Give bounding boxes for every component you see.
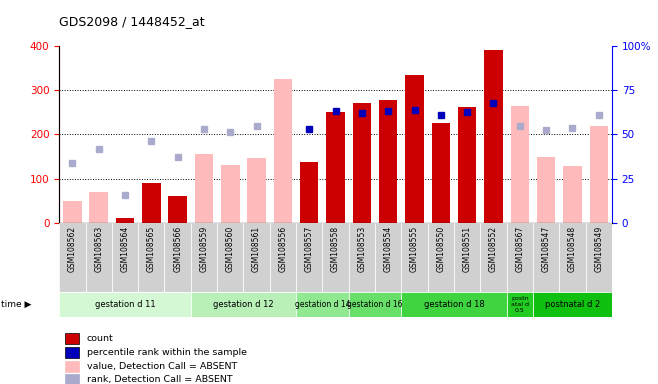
Text: GSM108565: GSM108565	[147, 226, 156, 272]
Bar	[64, 333, 78, 344]
Bar	[533, 292, 612, 317]
Bar	[586, 223, 612, 292]
Bar	[296, 223, 322, 292]
Text: GSM108563: GSM108563	[94, 226, 103, 272]
Bar	[537, 157, 555, 223]
Bar	[405, 75, 424, 223]
Text: GDS2098 / 1448452_at: GDS2098 / 1448452_at	[59, 15, 205, 28]
Bar	[458, 107, 476, 223]
Bar	[454, 223, 480, 292]
Text: postnatal d 2: postnatal d 2	[545, 300, 600, 309]
Bar	[480, 223, 507, 292]
Bar	[217, 223, 243, 292]
Text: GSM108548: GSM108548	[568, 226, 577, 272]
Bar	[168, 196, 187, 223]
Text: GSM108562: GSM108562	[68, 226, 77, 272]
Text: gestation d 11: gestation d 11	[95, 300, 155, 309]
Text: GSM108554: GSM108554	[384, 226, 393, 272]
Bar	[507, 292, 533, 317]
Text: postn
atal d
0.5: postn atal d 0.5	[511, 296, 529, 313]
Bar	[326, 112, 345, 223]
Bar	[379, 100, 397, 223]
Bar	[511, 106, 529, 223]
Text: GSM108551: GSM108551	[463, 226, 472, 272]
Bar	[195, 154, 213, 223]
Bar	[64, 374, 78, 384]
Text: GSM108566: GSM108566	[173, 226, 182, 272]
Bar	[353, 104, 371, 223]
Text: GSM108557: GSM108557	[305, 226, 314, 272]
Bar	[64, 347, 78, 358]
Bar	[349, 292, 401, 317]
Bar	[484, 50, 503, 223]
Text: GSM108547: GSM108547	[542, 226, 551, 272]
Text: GSM108561: GSM108561	[252, 226, 261, 272]
Bar	[59, 223, 86, 292]
Text: percentile rank within the sample: percentile rank within the sample	[87, 348, 247, 357]
Bar	[86, 223, 112, 292]
Bar	[64, 361, 78, 372]
Text: GSM108552: GSM108552	[489, 226, 498, 272]
Text: GSM108559: GSM108559	[199, 226, 209, 272]
Bar	[221, 165, 240, 223]
Bar	[300, 162, 318, 223]
Bar	[375, 223, 401, 292]
Bar	[191, 223, 217, 292]
Bar	[428, 223, 454, 292]
Text: rank, Detection Call = ABSENT: rank, Detection Call = ABSENT	[87, 374, 232, 384]
Bar	[270, 223, 296, 292]
Text: GSM108567: GSM108567	[515, 226, 524, 272]
Text: time ▶: time ▶	[1, 300, 32, 309]
Bar	[401, 292, 507, 317]
Bar	[116, 218, 134, 223]
Bar	[533, 223, 559, 292]
Text: gestation d 16: gestation d 16	[347, 300, 403, 309]
Text: value, Detection Call = ABSENT: value, Detection Call = ABSENT	[87, 362, 237, 371]
Bar	[89, 192, 108, 223]
Bar	[274, 79, 292, 223]
Text: GSM108558: GSM108558	[331, 226, 340, 272]
Text: GSM108550: GSM108550	[436, 226, 445, 272]
Bar	[590, 126, 608, 223]
Text: GSM108549: GSM108549	[594, 226, 603, 272]
Text: GSM108564: GSM108564	[120, 226, 130, 272]
Bar	[112, 223, 138, 292]
Text: count: count	[87, 334, 114, 343]
Bar	[247, 158, 266, 223]
Bar	[401, 223, 428, 292]
Bar	[164, 223, 191, 292]
Text: GSM108553: GSM108553	[357, 226, 367, 272]
Bar	[349, 223, 375, 292]
Text: GSM108556: GSM108556	[278, 226, 288, 272]
Bar	[243, 223, 270, 292]
Text: GSM108560: GSM108560	[226, 226, 235, 272]
Bar	[191, 292, 296, 317]
Bar	[142, 183, 161, 223]
Bar	[507, 223, 533, 292]
Bar	[563, 166, 582, 223]
Bar	[138, 223, 164, 292]
Bar	[322, 223, 349, 292]
Bar	[296, 292, 349, 317]
Text: gestation d 18: gestation d 18	[424, 300, 484, 309]
Bar	[63, 200, 82, 223]
Bar	[59, 292, 191, 317]
Bar	[559, 223, 586, 292]
Text: gestation d 14: gestation d 14	[295, 300, 350, 309]
Text: gestation d 12: gestation d 12	[213, 300, 274, 309]
Text: GSM108555: GSM108555	[410, 226, 419, 272]
Bar	[432, 123, 450, 223]
